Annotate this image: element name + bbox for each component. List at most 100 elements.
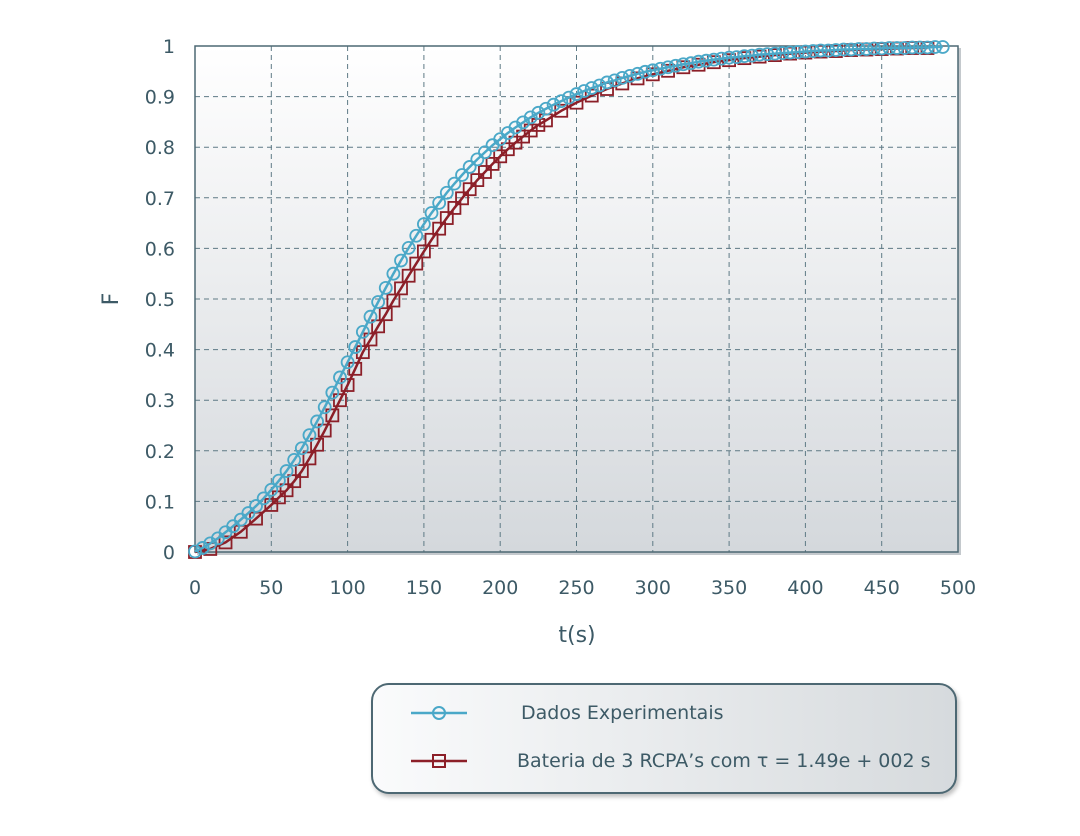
data-point-circle bbox=[912, 40, 927, 55]
data-point-square bbox=[416, 244, 431, 259]
data-point-circle bbox=[882, 41, 897, 55]
data-point-circle bbox=[775, 46, 790, 60]
x-tick-label: 200 bbox=[482, 577, 518, 599]
data-point-square bbox=[493, 149, 508, 164]
data-point-square bbox=[279, 483, 294, 498]
data-point-square bbox=[439, 211, 454, 225]
data-point-circle bbox=[684, 56, 698, 71]
data-point-circle bbox=[539, 101, 553, 116]
data-point-circle bbox=[478, 145, 492, 160]
x-tick-label: 300 bbox=[635, 577, 671, 599]
y-tick-label: 0.1 bbox=[145, 491, 175, 513]
series-layer bbox=[188, 40, 950, 559]
y-tick-label: 0.6 bbox=[145, 238, 175, 260]
data-point-circle bbox=[790, 45, 805, 59]
y-tick-label: 0.4 bbox=[145, 340, 175, 362]
data-point-circle bbox=[256, 491, 271, 506]
data-point-circle bbox=[676, 57, 691, 72]
data-point-circle bbox=[935, 40, 950, 54]
data-point-square bbox=[333, 393, 347, 408]
y-tick-label: 0.8 bbox=[145, 137, 175, 159]
data-point-circle bbox=[798, 44, 813, 59]
data-point-circle bbox=[325, 385, 340, 400]
data-point-circle bbox=[378, 280, 393, 295]
data-point-circle bbox=[249, 499, 263, 513]
series-experimental bbox=[188, 40, 950, 559]
y-tick-label: 0.5 bbox=[145, 289, 175, 311]
y-tick-label: 0.2 bbox=[145, 441, 175, 463]
data-point-circle bbox=[302, 428, 317, 443]
x-tick-label: 50 bbox=[259, 577, 283, 599]
data-point-circle bbox=[333, 370, 347, 385]
legend-item-model: Bateria de 3 RCPA’s com τ = 1.49e + 002 … bbox=[409, 746, 931, 776]
plot-frame bbox=[194, 45, 959, 553]
data-point-circle bbox=[294, 441, 309, 456]
x-tick-label: 500 bbox=[940, 577, 976, 599]
data-point-circle bbox=[745, 48, 759, 63]
data-point-circle bbox=[386, 266, 401, 281]
data-point-square bbox=[432, 221, 447, 236]
y-tick-label: 0.9 bbox=[145, 87, 175, 109]
data-point-circle bbox=[279, 464, 294, 478]
series-line bbox=[194, 46, 928, 554]
data-point-circle bbox=[645, 63, 660, 78]
legend-circle-marker-icon bbox=[411, 706, 467, 720]
y-tick-label: 0.7 bbox=[145, 188, 175, 210]
data-point-circle bbox=[188, 544, 202, 559]
data-point-circle bbox=[592, 78, 607, 93]
data-point-circle bbox=[561, 90, 576, 105]
data-point-square bbox=[325, 408, 340, 423]
data-point-circle bbox=[638, 64, 653, 79]
tick-labels: 0 50 100 150 200 250 300 350 400 450 500 0 0.1 0.2 0.3… bbox=[145, 36, 976, 599]
data-point-circle bbox=[920, 40, 935, 55]
data-point-circle bbox=[531, 105, 546, 120]
data-point-circle bbox=[821, 43, 836, 58]
data-point-circle bbox=[409, 228, 424, 243]
data-point-circle bbox=[668, 58, 683, 73]
data-point-circle bbox=[424, 206, 439, 220]
data-point-square bbox=[485, 156, 500, 171]
data-point-square bbox=[363, 332, 378, 347]
data-point-square bbox=[340, 378, 355, 392]
data-point-circle bbox=[523, 110, 538, 125]
data-point-square bbox=[455, 191, 469, 206]
data-point-circle bbox=[615, 70, 630, 85]
data-point-square bbox=[272, 490, 286, 505]
data-point-circle bbox=[371, 295, 386, 309]
data-point-square bbox=[302, 451, 317, 466]
x-axis-label: t(s) bbox=[558, 623, 595, 648]
data-point-square bbox=[409, 256, 424, 271]
data-point-circle bbox=[829, 43, 843, 57]
data-point-circle bbox=[867, 41, 881, 56]
data-point-circle bbox=[699, 53, 714, 68]
data-point-circle bbox=[874, 41, 889, 56]
data-point-square bbox=[371, 319, 386, 334]
x-tick-label: 150 bbox=[406, 577, 442, 599]
x-tick-label: 250 bbox=[558, 577, 594, 599]
data-point-square bbox=[317, 423, 332, 438]
data-point-circle bbox=[584, 81, 599, 95]
data-point-circle bbox=[607, 73, 622, 88]
data-point-circle bbox=[600, 75, 614, 90]
data-point-circle bbox=[287, 453, 302, 467]
data-point-square bbox=[378, 307, 393, 322]
y-tick-label: 0.3 bbox=[145, 390, 175, 412]
data-point-square bbox=[394, 281, 408, 296]
data-point-circle bbox=[714, 51, 729, 66]
data-point-square bbox=[478, 165, 492, 179]
data-point-circle bbox=[928, 40, 943, 54]
data-point-circle bbox=[783, 45, 798, 60]
data-point-square bbox=[310, 437, 324, 452]
data-point-circle bbox=[272, 473, 286, 488]
data-point-circle bbox=[661, 60, 675, 75]
data-point-circle bbox=[623, 68, 637, 83]
data-point-circle bbox=[897, 41, 912, 55]
data-point-circle bbox=[348, 340, 363, 354]
data-point-circle bbox=[554, 94, 569, 109]
data-point-circle bbox=[447, 176, 462, 191]
data-point-square bbox=[424, 232, 439, 247]
data-point-circle bbox=[806, 44, 820, 58]
legend-label-experimental: Dados Experimentais bbox=[521, 702, 724, 724]
data-point-square bbox=[287, 474, 302, 489]
